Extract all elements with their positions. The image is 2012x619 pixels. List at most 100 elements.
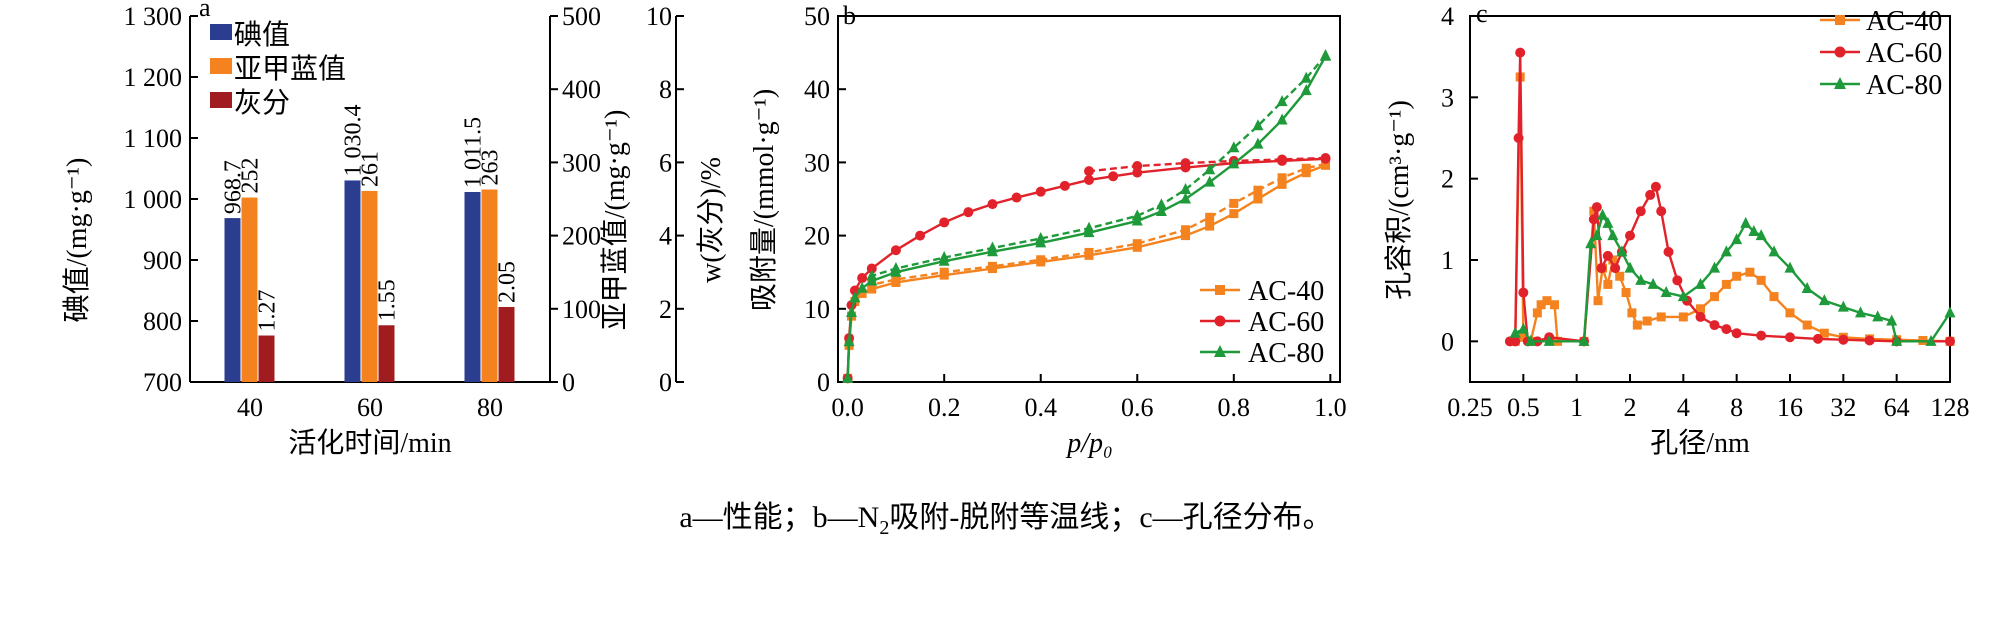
bar-亚甲蓝值-40 bbox=[241, 197, 258, 382]
point-AC-80 bbox=[1855, 306, 1867, 318]
point-AC-80 bbox=[1035, 232, 1047, 244]
point-AC-60 bbox=[1510, 336, 1521, 347]
point-AC-60 bbox=[1656, 206, 1667, 217]
point-AC-40 bbox=[939, 267, 949, 277]
point-AC-80 bbox=[1784, 261, 1796, 273]
point-AC-80 bbox=[1677, 290, 1689, 302]
legend-marker-AC-60 bbox=[1214, 315, 1226, 327]
point-AC-80 bbox=[890, 262, 902, 274]
legend-label: 灰分 bbox=[234, 87, 290, 119]
panel-a-y2-label: 亚甲蓝值/(mg·g⁻¹) bbox=[599, 110, 631, 331]
y2-tick-label: 300 bbox=[562, 148, 601, 177]
bar-灰分-40 bbox=[258, 335, 275, 382]
point-AC-80 bbox=[1597, 208, 1609, 220]
point-AC-60 bbox=[1645, 189, 1656, 200]
legend-marker-AC-80 bbox=[1834, 77, 1846, 89]
point-AC-60 bbox=[939, 217, 950, 228]
panel-a-letter: a bbox=[199, 0, 211, 22]
point-AC-60 bbox=[1518, 287, 1529, 298]
point-AC-80 bbox=[1731, 233, 1743, 245]
caption-part-a: a—性能；b—N bbox=[679, 501, 880, 534]
point-AC-40 bbox=[1036, 255, 1046, 265]
point-AC-80 bbox=[1204, 175, 1216, 187]
point-AC-80 bbox=[1720, 245, 1732, 257]
point-AC-80 bbox=[1300, 71, 1312, 83]
y-tick-label: 0 bbox=[1441, 327, 1454, 356]
point-AC-60 bbox=[1756, 330, 1767, 341]
x-tick-label: 80 bbox=[477, 393, 503, 422]
panel-a-y3-label: w(灰分)/% bbox=[695, 157, 727, 283]
point-AC-60 bbox=[1625, 230, 1635, 241]
point-AC-40 bbox=[857, 288, 867, 298]
point-AC-40 bbox=[1542, 296, 1552, 306]
bar-value-label: 263 bbox=[478, 149, 504, 185]
y1-tick-label: 800 bbox=[143, 307, 182, 336]
y1-tick-label: 900 bbox=[143, 246, 182, 275]
point-AC-40 bbox=[1608, 255, 1618, 265]
point-AC-40 bbox=[1621, 288, 1631, 298]
point-AC-60 bbox=[1663, 246, 1674, 257]
point-AC-60 bbox=[1515, 47, 1526, 58]
y-tick-label: 50 bbox=[804, 2, 830, 31]
point-AC-60 bbox=[987, 199, 998, 210]
point-AC-40 bbox=[1229, 209, 1239, 219]
panel-b-lines bbox=[842, 49, 1332, 384]
point-AC-40 bbox=[1253, 194, 1263, 204]
panel-b-xlabel: p/p₀ bbox=[1065, 428, 1113, 459]
bar-灰分-60 bbox=[378, 325, 395, 382]
bar-value-label: 261 bbox=[358, 151, 384, 187]
point-AC-80 bbox=[1204, 163, 1216, 175]
y-tick-label: 0 bbox=[817, 368, 830, 397]
caption-part-b: 吸附-脱附等温线；c—孔径分布。 bbox=[889, 501, 1333, 534]
legend-label: AC-60 bbox=[1248, 307, 1324, 338]
y3-tick-label: 4 bbox=[659, 222, 672, 251]
x-tick-label: 0.0 bbox=[831, 393, 864, 422]
point-AC-80 bbox=[842, 371, 854, 383]
point-AC-80 bbox=[1228, 141, 1240, 153]
point-AC-60 bbox=[1132, 161, 1143, 172]
point-AC-80 bbox=[1155, 204, 1167, 216]
legend-label: AC-40 bbox=[1248, 276, 1324, 307]
legend-label: AC-40 bbox=[1866, 6, 1942, 37]
x-tick-label: 40 bbox=[237, 393, 263, 422]
point-AC-80 bbox=[1276, 95, 1288, 107]
y2-tick-label: 400 bbox=[562, 75, 601, 104]
point-AC-80 bbox=[1647, 277, 1659, 289]
plot-frame bbox=[1469, 15, 1951, 383]
point-AC-60 bbox=[1731, 328, 1742, 339]
point-AC-40 bbox=[1550, 300, 1560, 310]
bar-碘值-40 bbox=[224, 218, 241, 382]
point-AC-60 bbox=[1785, 332, 1795, 343]
x-tick-label: 0.2 bbox=[928, 393, 961, 422]
x-tick-label: 8 bbox=[1730, 393, 1743, 422]
point-AC-40 bbox=[1277, 173, 1287, 183]
bar-碘值-80 bbox=[464, 191, 481, 382]
legend-marker-AC-40 bbox=[1215, 285, 1225, 295]
panel-c-axes: 0.25 0.5 1 2 4 8 16 32 64 128 0 1 2 3 4 bbox=[1441, 2, 1970, 422]
panel-c-lines bbox=[1504, 47, 1956, 347]
point-AC-40 bbox=[1632, 320, 1642, 330]
y-tick-label: 4 bbox=[1441, 2, 1454, 31]
panel-c-letter: c bbox=[1476, 0, 1488, 28]
point-AC-80 bbox=[1944, 306, 1956, 318]
point-AC-60 bbox=[1011, 192, 1022, 203]
legend-marker-AC-60 bbox=[1834, 46, 1846, 58]
y1-tick-label: 1 100 bbox=[124, 124, 183, 153]
point-AC-80 bbox=[1517, 322, 1529, 334]
legend-label: AC-80 bbox=[1248, 338, 1324, 369]
point-AC-40 bbox=[1642, 316, 1652, 326]
desorption-line-AC-60 bbox=[1088, 156, 1326, 173]
x-tick-label: 1.0 bbox=[1314, 393, 1347, 422]
point-AC-80 bbox=[1635, 273, 1647, 285]
point-AC-60 bbox=[1588, 214, 1599, 225]
point-AC-60 bbox=[1650, 181, 1661, 192]
point-AC-60 bbox=[1084, 174, 1094, 185]
point-AC-80 bbox=[1180, 182, 1192, 194]
point-AC-40 bbox=[1253, 185, 1263, 195]
bar-亚甲蓝值-60 bbox=[361, 190, 378, 382]
